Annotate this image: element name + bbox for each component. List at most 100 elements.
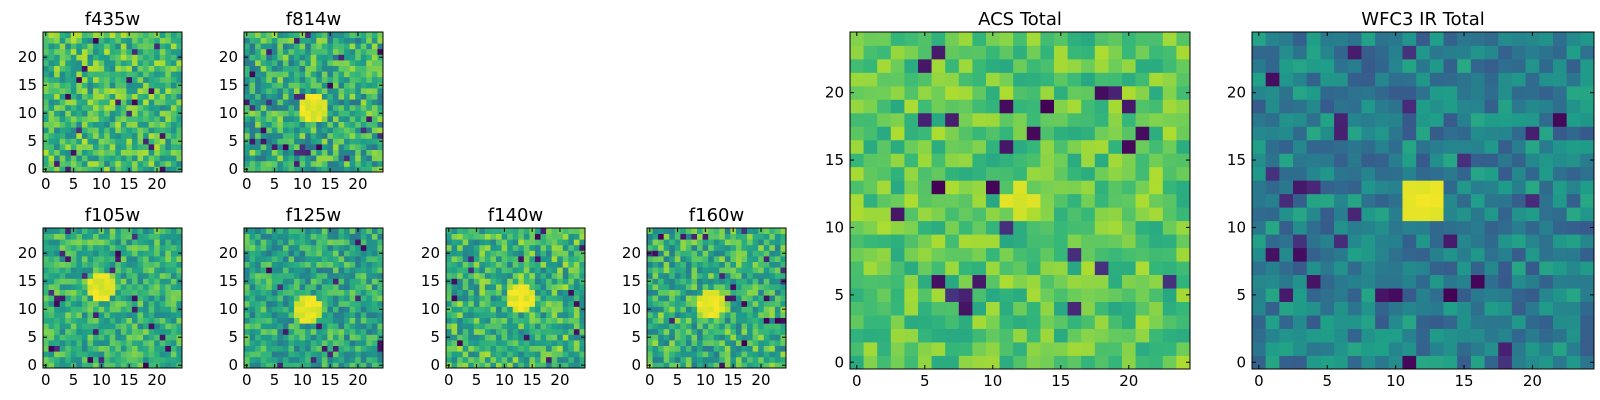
heatmap-cell: [310, 228, 317, 234]
heatmap-cell: [377, 93, 384, 100]
heatmap-cell: [360, 267, 367, 274]
heatmap-cell: [255, 99, 262, 106]
heatmap-cell: [338, 256, 345, 262]
heatmap-cell: [1539, 288, 1554, 302]
heatmap-cell: [305, 71, 312, 78]
heatmap-cell: [282, 144, 289, 150]
heatmap-cell: [271, 351, 278, 358]
heatmap-cell: [518, 261, 525, 268]
heatmap-cell: [507, 250, 514, 257]
heatmap-cell: [349, 328, 356, 335]
heatmap-cell: [713, 295, 720, 302]
heatmap-cell: [863, 72, 878, 87]
heatmap-cell: [462, 306, 469, 313]
heatmap-cell: [1552, 247, 1568, 262]
heatmap-cell: [1566, 207, 1581, 222]
heatmap-cell: [170, 300, 177, 307]
heatmap-cell: [1013, 99, 1028, 114]
heatmap-cell: [1306, 193, 1321, 208]
heatmap-cell: [1470, 274, 1485, 289]
heatmap-cell: [310, 356, 317, 363]
heatmap-cell: [1498, 234, 1513, 249]
heatmap-cell: [708, 312, 715, 318]
heatmap-cell: [462, 228, 469, 234]
heatmap-cell: [877, 58, 892, 73]
heatmap-cell: [1498, 261, 1513, 276]
heatmap-cell: [338, 295, 345, 302]
heatmap-cell: [462, 312, 469, 318]
heatmap-cell: [104, 160, 111, 167]
heatmap-cell: [305, 60, 312, 66]
heatmap-cell: [1457, 355, 1472, 370]
heatmap-cell: [1539, 315, 1554, 329]
heatmap-cell: [43, 155, 49, 162]
x-tick-label: 15: [321, 175, 340, 193]
heatmap-cell: [255, 228, 262, 234]
heatmap-cell: [120, 60, 127, 66]
heatmap-cell: [282, 76, 289, 83]
heatmap-cell: [747, 306, 754, 313]
y-tick-label: 20: [219, 48, 238, 66]
heatmap-cell: [523, 300, 530, 307]
heatmap-cell: [321, 43, 328, 50]
heatmap-cell: [126, 116, 133, 122]
heatmap-cell: [338, 166, 345, 173]
heatmap-cell: [154, 88, 161, 94]
heatmap-cell: [143, 76, 150, 83]
heatmap-cell: [1108, 58, 1123, 73]
heatmap-cell: [260, 317, 267, 324]
x-tick-label: 10: [293, 175, 312, 193]
heatmap-cell: [479, 340, 486, 346]
heatmap-cell: [1094, 126, 1109, 141]
heatmap-cell: [143, 144, 150, 150]
heatmap-cell: [355, 345, 362, 352]
heatmap-cell: [70, 284, 77, 290]
heatmap-cell: [1416, 247, 1431, 262]
heatmap-cell: [1293, 153, 1308, 168]
heatmap-cell: [579, 272, 586, 279]
heatmap-cell: [120, 300, 127, 307]
heatmap-cell: [534, 284, 541, 290]
heatmap-cell: [366, 233, 373, 240]
heatmap-cell: [663, 306, 670, 313]
heatmap-cell: [747, 284, 754, 290]
heatmap-cell: [931, 342, 946, 356]
heatmap-cell: [658, 228, 665, 234]
heatmap-cell: [999, 247, 1014, 262]
heatmap-cell: [490, 244, 497, 251]
heatmap-cell: [93, 138, 99, 145]
heatmap-cell: [310, 121, 317, 128]
heatmap-cell: [93, 312, 99, 318]
heatmap-cell: [1375, 234, 1390, 249]
heatmap-cell: [327, 132, 334, 139]
heatmap-cell: [1094, 58, 1109, 73]
heatmap-cell: [327, 256, 334, 262]
heatmap-cell: [349, 104, 356, 111]
heatmap-cell: [490, 340, 497, 346]
heatmap-cell: [115, 323, 122, 330]
heatmap-cell: [1026, 207, 1041, 222]
heatmap-cell: [344, 99, 351, 106]
heatmap-cell: [277, 127, 284, 134]
heatmap-cell: [518, 362, 525, 369]
x-tick-label: 20: [147, 371, 166, 389]
heatmap-cell: [719, 272, 726, 279]
heatmap-cell: [154, 261, 161, 268]
heatmap-cell: [568, 256, 575, 262]
heatmap-cell: [758, 351, 765, 358]
y-tick-label: 0: [27, 160, 37, 178]
heatmap-cell: [473, 244, 480, 251]
heatmap-cell: [730, 250, 737, 257]
heatmap-cell: [1135, 72, 1150, 87]
heatmap-cell: [48, 71, 55, 78]
heatmap-cell: [534, 267, 541, 274]
heatmap-cell: [76, 43, 83, 50]
heatmap-cell: [338, 60, 345, 66]
heatmap-cell: [735, 362, 742, 369]
heatmap-cell: [349, 345, 356, 352]
heatmap-cell: [282, 250, 289, 257]
heatmap-cell: [93, 54, 99, 61]
heatmap-cell: [59, 256, 66, 262]
heatmap-cell: [377, 48, 384, 55]
